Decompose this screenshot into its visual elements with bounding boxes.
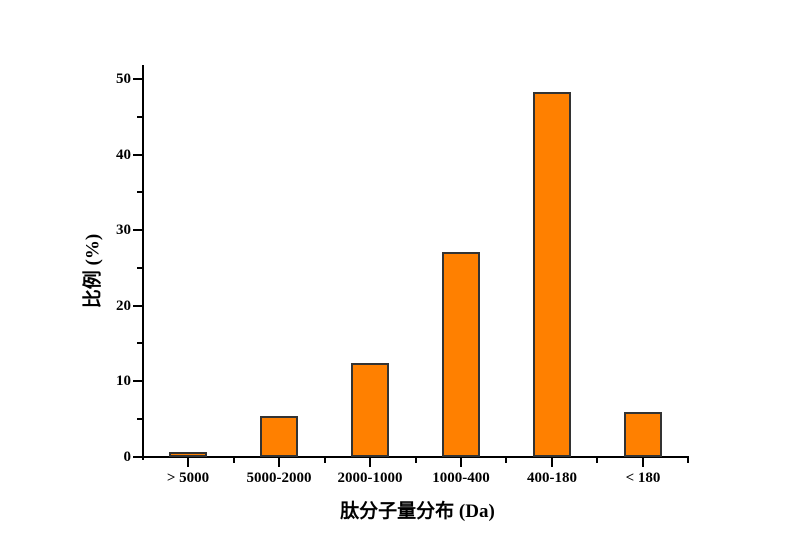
y-minor-tick bbox=[137, 417, 142, 420]
x-tick-label: 1000-400 bbox=[432, 470, 490, 486]
y-minor-tick bbox=[137, 115, 142, 118]
y-tick-label: 50 bbox=[116, 71, 131, 87]
x-axis-line bbox=[142, 455, 689, 458]
y-major-tick bbox=[133, 380, 142, 382]
x-axis-title: 肽分子量分布 (Da) bbox=[340, 501, 495, 522]
bar bbox=[351, 363, 389, 457]
y-major-tick bbox=[133, 78, 142, 80]
y-tick-label: 10 bbox=[116, 373, 131, 389]
y-major-tick bbox=[133, 229, 142, 231]
bar bbox=[624, 412, 662, 457]
y-major-tick bbox=[133, 153, 142, 156]
y-tick-label: 0 bbox=[123, 448, 132, 465]
bar bbox=[260, 416, 298, 457]
y-minor-tick bbox=[137, 266, 142, 269]
y-tick-label: 40 bbox=[116, 146, 131, 163]
x-tick-label: 2000-1000 bbox=[337, 470, 403, 486]
x-tick-label: > 5000 bbox=[166, 470, 210, 486]
x-major-tick bbox=[641, 457, 644, 467]
x-minor-tick bbox=[687, 457, 689, 463]
bar bbox=[442, 252, 480, 457]
x-major-tick bbox=[550, 457, 553, 467]
y-tick-label: 20 bbox=[116, 297, 131, 314]
x-minor-tick bbox=[596, 457, 599, 463]
y-major-tick bbox=[133, 304, 142, 307]
y-tick-label: 30 bbox=[116, 222, 131, 238]
y-axis-title: 比例 (%) bbox=[82, 233, 104, 309]
x-tick-label: 400-180 bbox=[527, 470, 577, 486]
x-tick-label: < 180 bbox=[625, 470, 661, 486]
x-major-tick bbox=[187, 457, 190, 467]
y-axis-line bbox=[142, 65, 144, 460]
bar bbox=[169, 452, 207, 457]
y-minor-tick bbox=[137, 342, 142, 345]
x-minor-tick bbox=[505, 457, 508, 463]
y-major-tick bbox=[133, 455, 142, 458]
x-minor-tick bbox=[414, 457, 417, 463]
x-minor-tick bbox=[323, 457, 326, 463]
x-minor-tick bbox=[232, 457, 235, 463]
x-major-tick bbox=[369, 457, 372, 467]
bar bbox=[533, 92, 571, 457]
x-tick-label: 5000-2000 bbox=[246, 470, 312, 486]
x-major-tick bbox=[278, 457, 281, 467]
x-major-tick bbox=[459, 457, 462, 467]
y-minor-tick bbox=[137, 191, 142, 194]
